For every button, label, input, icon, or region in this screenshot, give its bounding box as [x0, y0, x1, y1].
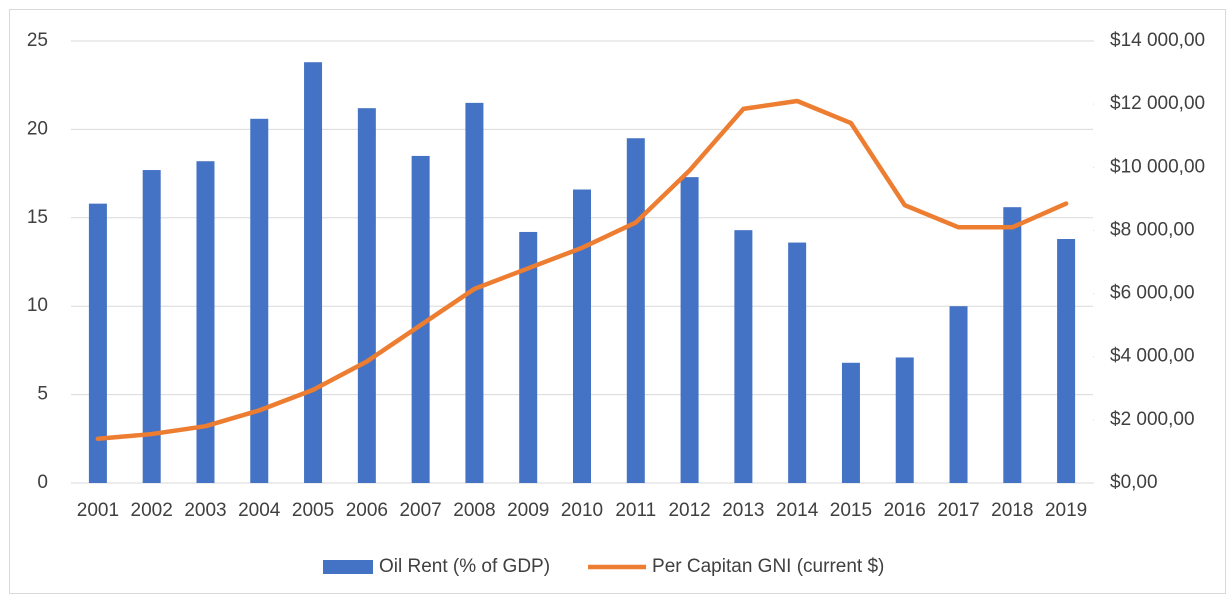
x-tick-label: 2004 [238, 500, 281, 521]
x-tick-label: 2013 [722, 500, 764, 521]
y-tick-label: 25 [27, 30, 48, 51]
bar [142, 170, 161, 483]
bar [304, 62, 323, 483]
y-tick-label: 0 [37, 472, 48, 493]
legend-swatch [323, 560, 373, 574]
bar [411, 155, 430, 484]
bar [680, 177, 699, 484]
bar [1057, 239, 1076, 483]
x-tick-label: 2008 [453, 500, 495, 521]
x-tick-label: 2009 [507, 500, 549, 521]
y-tick-label: 5 [37, 384, 48, 405]
x-tick-label: 2003 [184, 500, 226, 521]
x-tick-label: 2005 [292, 500, 334, 521]
line [95, 98, 1069, 442]
bar [573, 189, 591, 483]
bar [1003, 207, 1022, 483]
y2-tick-label: $10 000,00 [1110, 156, 1205, 177]
bar [626, 138, 645, 484]
y2-tick-label: $2 000,00 [1110, 409, 1195, 430]
bar [519, 231, 538, 483]
x-tick-label: 2006 [346, 500, 388, 521]
x-tick-label: 2019 [1045, 500, 1087, 521]
y-tick-label: 15 [27, 207, 48, 228]
bar [895, 357, 914, 483]
y2-tick-label: $8 000,00 [1110, 219, 1195, 240]
bar [949, 306, 968, 483]
legend-label: Oil Rent (% of GDP) [379, 556, 550, 577]
y2-tick-label: $0,00 [1110, 472, 1158, 493]
x-tick-label: 2015 [830, 500, 872, 521]
legend-label: Per Capitan GNI (current $) [652, 556, 884, 577]
x-tick-label: 2012 [668, 500, 710, 521]
y2-tick-label: $4 000,00 [1110, 346, 1195, 367]
bar [734, 230, 753, 483]
x-tick-label: 2014 [776, 500, 819, 521]
x-tick-label: 2001 [77, 500, 119, 521]
x-tick-label: 2007 [399, 500, 441, 521]
x-tick-label: 2010 [561, 500, 603, 521]
y-tick-label: 10 [27, 295, 48, 316]
x-tick-label: 2018 [991, 500, 1033, 521]
x-tick-label: 2016 [884, 500, 926, 521]
x-tick-label: 2011 [615, 500, 656, 521]
y2-tick-label: $12 000,00 [1110, 93, 1205, 114]
bar [465, 102, 484, 483]
bar [841, 362, 860, 483]
y-tick-label: 20 [27, 118, 48, 139]
bar [88, 203, 107, 483]
bar [357, 108, 376, 484]
x-tick-label: 2002 [131, 500, 173, 521]
bar [788, 242, 807, 483]
y2-tick-label: $6 000,00 [1110, 283, 1195, 304]
bar [250, 118, 269, 484]
x-tick-label: 2017 [937, 500, 979, 521]
y2-tick-label: $14 000,00 [1110, 30, 1205, 51]
bar [196, 161, 215, 483]
